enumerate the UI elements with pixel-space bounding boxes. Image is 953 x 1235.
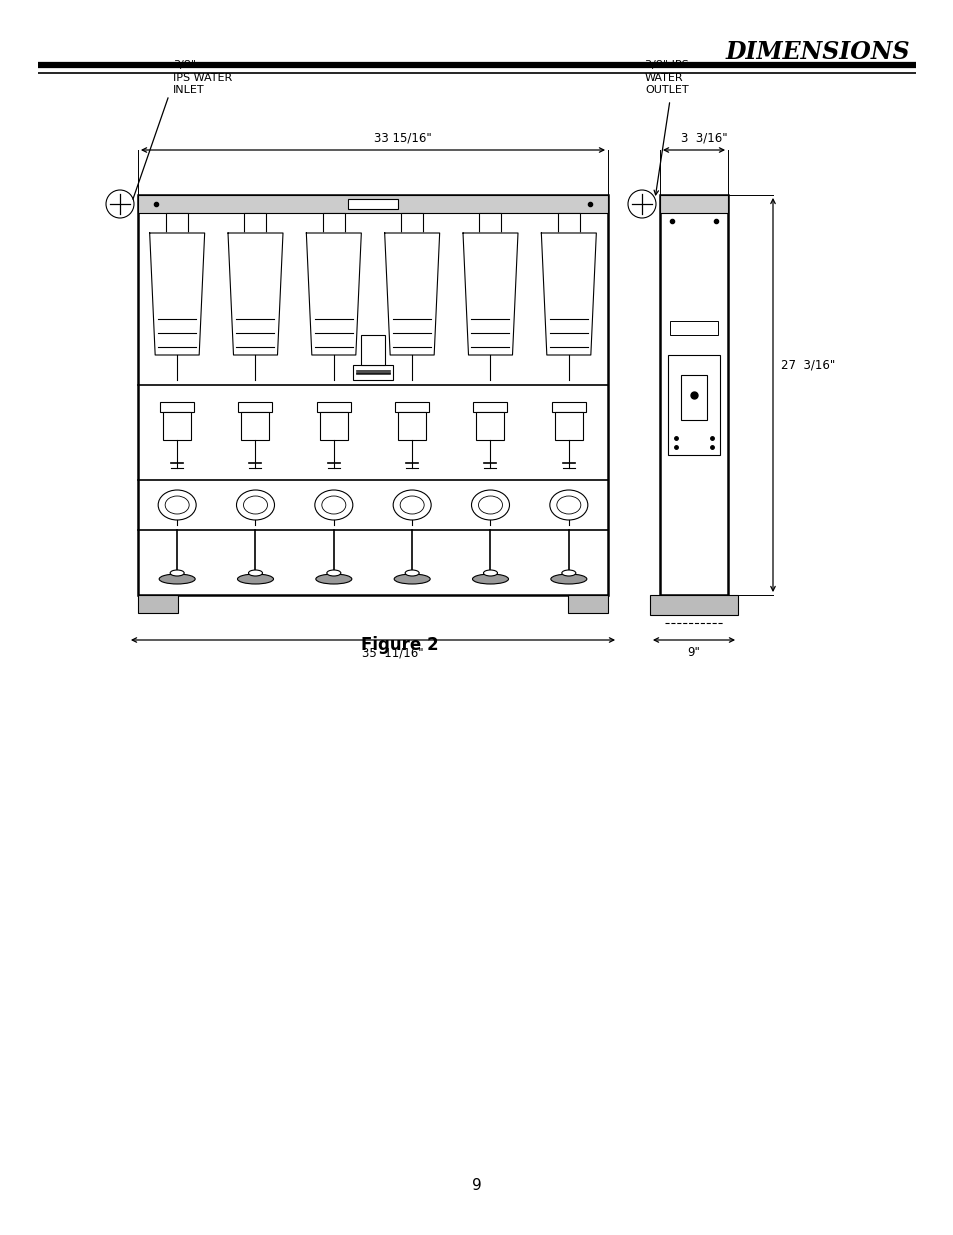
- Text: 27  3/16": 27 3/16": [781, 358, 835, 372]
- Bar: [680, 375, 706, 420]
- Ellipse shape: [472, 574, 508, 584]
- Ellipse shape: [315, 574, 352, 584]
- Text: 3/8" IPS
WATER
OUTLET: 3/8" IPS WATER OUTLET: [644, 61, 688, 95]
- Bar: [669, 321, 718, 335]
- Ellipse shape: [549, 490, 587, 520]
- Bar: [567, 595, 607, 613]
- Ellipse shape: [405, 571, 418, 576]
- Ellipse shape: [471, 490, 509, 520]
- Bar: [238, 401, 273, 411]
- Polygon shape: [540, 233, 596, 354]
- Ellipse shape: [483, 571, 497, 576]
- Bar: [322, 212, 344, 233]
- Circle shape: [627, 190, 656, 219]
- Bar: [244, 212, 266, 233]
- Ellipse shape: [478, 496, 502, 514]
- Bar: [138, 595, 178, 613]
- Ellipse shape: [561, 571, 576, 576]
- Bar: [319, 411, 348, 440]
- Ellipse shape: [393, 490, 431, 520]
- Ellipse shape: [399, 496, 424, 514]
- Text: 33 15/16": 33 15/16": [374, 131, 432, 144]
- Text: DIMENSIONS: DIMENSIONS: [724, 40, 909, 64]
- Ellipse shape: [394, 574, 430, 584]
- Bar: [360, 335, 385, 366]
- Polygon shape: [462, 233, 517, 354]
- Ellipse shape: [550, 574, 586, 584]
- Bar: [353, 366, 393, 380]
- Ellipse shape: [165, 496, 189, 514]
- Bar: [401, 212, 423, 233]
- Ellipse shape: [327, 571, 340, 576]
- Bar: [667, 354, 720, 454]
- Ellipse shape: [158, 490, 196, 520]
- Ellipse shape: [236, 490, 274, 520]
- Ellipse shape: [237, 574, 274, 584]
- Bar: [166, 212, 188, 233]
- Ellipse shape: [321, 496, 346, 514]
- Polygon shape: [306, 233, 361, 354]
- Bar: [138, 195, 607, 595]
- Bar: [558, 212, 579, 233]
- Text: 3/8"
IPS WATER
INLET: 3/8" IPS WATER INLET: [172, 61, 232, 95]
- Ellipse shape: [248, 571, 262, 576]
- Bar: [473, 401, 507, 411]
- Text: 9: 9: [472, 1178, 481, 1193]
- Text: 9": 9": [687, 646, 700, 659]
- Bar: [551, 401, 585, 411]
- Bar: [348, 199, 397, 209]
- Bar: [659, 195, 727, 595]
- Text: 35  11/16": 35 11/16": [362, 646, 423, 659]
- Ellipse shape: [557, 496, 580, 514]
- Bar: [555, 411, 582, 440]
- Ellipse shape: [314, 490, 353, 520]
- Polygon shape: [228, 233, 283, 354]
- Bar: [649, 595, 738, 615]
- Polygon shape: [384, 233, 439, 354]
- Bar: [316, 401, 351, 411]
- Polygon shape: [150, 233, 205, 354]
- Bar: [476, 411, 504, 440]
- Bar: [659, 195, 727, 212]
- Bar: [163, 411, 191, 440]
- Ellipse shape: [159, 574, 195, 584]
- Text: 3  3/16": 3 3/16": [680, 131, 726, 144]
- Bar: [160, 401, 194, 411]
- Ellipse shape: [243, 496, 267, 514]
- Bar: [241, 411, 269, 440]
- Bar: [479, 212, 501, 233]
- Ellipse shape: [170, 571, 184, 576]
- Text: Figure 2: Figure 2: [361, 636, 438, 655]
- Bar: [397, 411, 426, 440]
- Bar: [138, 195, 607, 212]
- Bar: [395, 401, 429, 411]
- Circle shape: [106, 190, 133, 219]
